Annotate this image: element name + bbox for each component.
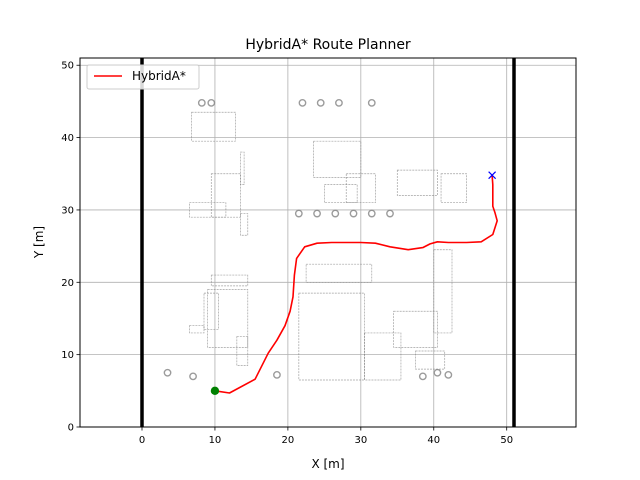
map-blob <box>197 98 206 107</box>
map-outline <box>324 184 358 204</box>
map-blob <box>335 98 343 107</box>
map-outline <box>364 332 402 381</box>
map-outline <box>433 249 453 334</box>
map-blob <box>294 209 303 218</box>
y-tick-label: 10 <box>61 350 74 361</box>
x-tick-label: 20 <box>282 435 295 446</box>
map-blob <box>349 209 358 218</box>
y-tick-label: 30 <box>61 205 74 216</box>
plot-area <box>79 57 577 428</box>
series-layer <box>214 175 499 394</box>
map-blob <box>386 209 394 218</box>
map-blob <box>433 368 442 377</box>
map-outline <box>240 213 249 236</box>
y-tick-label: 0 <box>68 423 74 434</box>
map-blob <box>189 372 197 381</box>
start-marker <box>210 386 220 396</box>
map-blob <box>316 98 325 107</box>
boundary-walls <box>140 58 516 427</box>
map-outline <box>240 151 245 185</box>
y-tick-label: 50 <box>61 61 74 72</box>
y-tick-label: 20 <box>61 278 74 289</box>
plot-frame <box>79 57 577 428</box>
map-blob <box>163 368 172 377</box>
x-tick-label: 10 <box>209 435 222 446</box>
x-tick-label: 0 <box>139 435 145 446</box>
map-blob <box>207 98 216 107</box>
map-blob <box>367 209 376 218</box>
map-outline <box>203 292 219 330</box>
x-tick-label: 30 <box>354 435 367 446</box>
map-blob <box>273 371 281 379</box>
chart-title: HybridA* Route Planner <box>245 37 411 53</box>
x-axis-label: X [m] <box>311 457 344 471</box>
map-blob <box>367 98 376 107</box>
x-axis-ticks: 0 10 20 30 40 50 <box>139 427 513 446</box>
map-outline <box>210 274 249 287</box>
goal-marker <box>488 171 497 180</box>
map-outline <box>210 173 241 218</box>
map-blob <box>418 372 427 381</box>
map-outline <box>415 350 446 370</box>
map-outline <box>189 202 227 218</box>
y-axis-label: Y [m] <box>32 226 46 259</box>
map-blob <box>298 98 307 107</box>
map-blob <box>444 371 453 379</box>
legend: HybridA* <box>86 64 200 90</box>
x-tick-label: 40 <box>427 435 440 446</box>
map-blob <box>313 209 321 218</box>
legend-box <box>86 64 200 90</box>
map-outline <box>207 289 249 348</box>
map-outline <box>189 325 205 334</box>
x-tick-label: 50 <box>500 435 513 446</box>
markers-layer <box>210 171 497 396</box>
y-axis-ticks: 0 10 20 30 40 50 <box>61 61 80 434</box>
map-outline <box>191 111 236 142</box>
map-outline <box>396 169 438 196</box>
series-line-hybrid-astar <box>214 175 499 394</box>
map-outline <box>393 310 438 348</box>
map-blob <box>331 209 340 218</box>
map-outline <box>440 173 467 204</box>
y-tick-label: 40 <box>61 133 74 144</box>
map-outline <box>236 336 249 366</box>
occupancy-map <box>163 98 467 381</box>
map-outline <box>345 173 376 204</box>
legend-label-hybrid: HybridA* <box>132 69 186 83</box>
